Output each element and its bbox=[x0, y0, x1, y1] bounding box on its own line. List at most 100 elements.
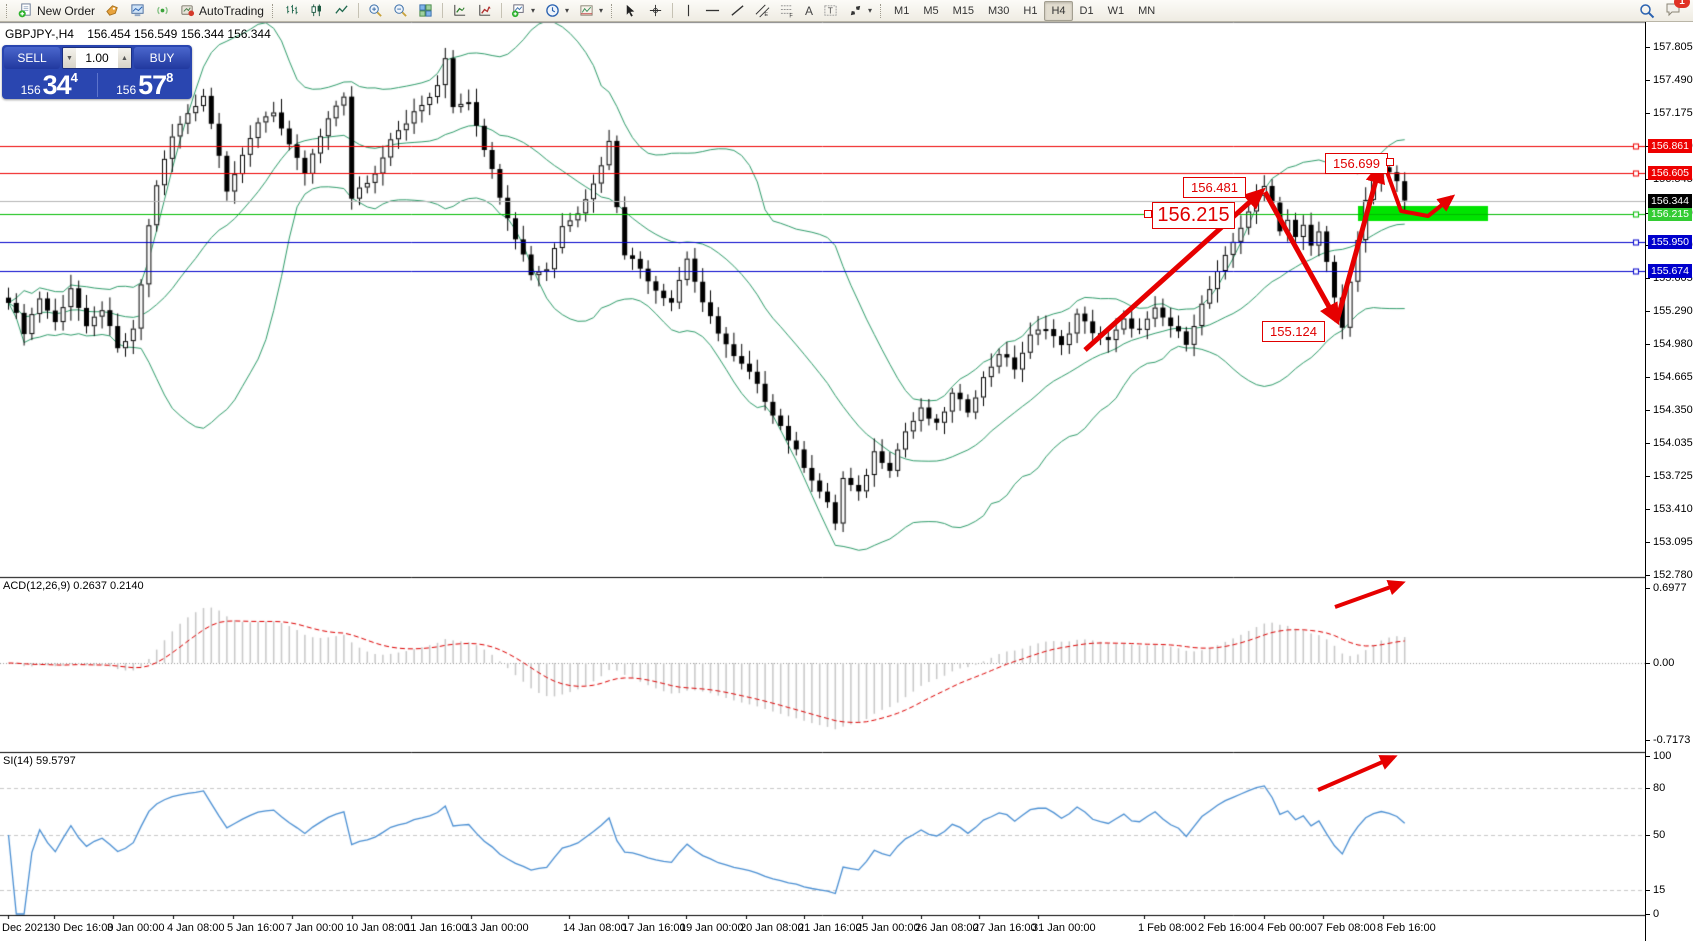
buy-price-main: 57 bbox=[138, 70, 167, 100]
time-axis[interactable]: Dec 2021 30 Dec 16:00 3 Jan 00:00 4 Jan 08:… bbox=[0, 919, 1645, 941]
volume-increase-button[interactable]: ▲ bbox=[118, 48, 131, 68]
trendline-tool-button[interactable] bbox=[725, 0, 750, 21]
svg-text:E: E bbox=[764, 12, 768, 18]
volume-decrease-button[interactable]: ▼ bbox=[63, 48, 76, 68]
sell-price-prefix: 156 bbox=[20, 83, 41, 97]
buy-button[interactable]: BUY bbox=[134, 47, 190, 69]
toolbar-drag-handle[interactable] bbox=[271, 3, 276, 18]
fibonacci-tool-button[interactable]: F bbox=[775, 0, 800, 21]
horizontal-line-tool-button[interactable] bbox=[700, 0, 725, 21]
web-terminal-button[interactable] bbox=[125, 0, 150, 21]
price-tick-label: 154.350 bbox=[1653, 404, 1693, 417]
cursor-icon bbox=[626, 4, 635, 17]
timeframe-MN[interactable]: MN bbox=[1138, 4, 1156, 17]
macd-tick-label: 0.6977 bbox=[1653, 581, 1687, 594]
time-axis-label: 19 Jan 00:00 bbox=[680, 922, 744, 934]
periods-button[interactable]: ▾ bbox=[540, 0, 574, 21]
new-order-button[interactable]: New Order bbox=[13, 0, 100, 21]
price-tick-mark bbox=[1646, 311, 1650, 313]
price-axis[interactable]: 157.805157.490157.175156.860156.545156.2… bbox=[1645, 22, 1693, 941]
toolbar-drag-handle[interactable] bbox=[880, 3, 884, 18]
price-annotation-box[interactable]: 156.481 bbox=[1183, 177, 1246, 198]
rsi-tick-label: 100 bbox=[1653, 750, 1672, 762]
cursor-tool-button[interactable] bbox=[618, 0, 643, 21]
price-tick-label: 155.290 bbox=[1653, 305, 1693, 318]
crosshair-tool-button[interactable] bbox=[643, 0, 668, 21]
new-chart-button[interactable]: ▾ bbox=[506, 0, 540, 21]
candlestick-icon bbox=[311, 4, 321, 17]
line-chart-mode-button[interactable] bbox=[329, 0, 354, 21]
text-icon: A bbox=[805, 3, 814, 18]
timeframe-M5[interactable]: M5 bbox=[923, 4, 939, 17]
current-price-badge: 156.344 bbox=[1648, 193, 1692, 208]
price-annotation-box[interactable]: 156.699 bbox=[1325, 153, 1388, 174]
text-tool-button[interactable]: A bbox=[800, 0, 818, 21]
price-annotation-box[interactable]: 155.124 bbox=[1262, 321, 1325, 342]
time-axis-label: 5 Jan 16:00 bbox=[227, 922, 285, 934]
new-order-icon bbox=[18, 3, 31, 18]
rsi-tick-label: 0 bbox=[1653, 908, 1660, 920]
price-tick-mark bbox=[1646, 47, 1650, 48]
price-annotation-box[interactable]: 156.215 bbox=[1152, 202, 1235, 229]
timeframe-W1[interactable]: W1 bbox=[1107, 4, 1125, 17]
search-icon[interactable] bbox=[1639, 3, 1655, 19]
sell-button[interactable]: SELL bbox=[4, 47, 60, 69]
time-axis-label: 1 Feb 08:00 bbox=[1138, 922, 1197, 934]
signals-button[interactable] bbox=[150, 0, 175, 21]
timeframe-M30[interactable]: M30 bbox=[988, 4, 1010, 17]
timeframe-D1[interactable]: D1 bbox=[1079, 4, 1094, 17]
price-tick-label: 157.490 bbox=[1653, 74, 1693, 87]
signal-icon bbox=[157, 6, 168, 15]
rsi-tick-mark bbox=[1646, 890, 1650, 892]
timeframe-H1[interactable]: H1 bbox=[1023, 4, 1038, 17]
fibonacci-icon: F bbox=[780, 5, 793, 18]
sell-price-display[interactable]: 156 34 4 bbox=[2, 71, 97, 99]
notifications-button[interactable]: 1 bbox=[1665, 0, 1690, 20]
time-axis-label: 21 Jan 16:00 bbox=[798, 922, 862, 934]
toolbar-drag-handle[interactable] bbox=[611, 3, 615, 18]
time-axis-label: Dec 2021 bbox=[2, 922, 50, 934]
sell-price-pip: 4 bbox=[70, 70, 78, 85]
price-tick-mark bbox=[1646, 410, 1650, 412]
timeframe-H4[interactable]: H4 bbox=[1044, 0, 1073, 21]
templates-button[interactable]: ▾ bbox=[574, 0, 608, 21]
rsi-tick-label: 50 bbox=[1653, 829, 1666, 841]
zoom-in-icon bbox=[369, 4, 382, 17]
chart-plot[interactable] bbox=[0, 22, 1645, 941]
volume-input[interactable] bbox=[76, 48, 118, 68]
autotrading-button[interactable]: AutoTrading bbox=[175, 0, 269, 21]
vertical-line-icon bbox=[687, 4, 690, 17]
line-chart-icon bbox=[335, 5, 348, 14]
price-tick-mark bbox=[1646, 80, 1650, 82]
text-label-tool-button[interactable]: T bbox=[818, 0, 843, 21]
vertical-line-tool-button[interactable] bbox=[677, 0, 700, 21]
time-axis-label: 27 Jan 16:00 bbox=[973, 922, 1037, 934]
toolbar-drag-handle[interactable] bbox=[6, 3, 10, 18]
arrows-tool-button[interactable]: ▾ bbox=[843, 0, 877, 21]
crosshair-icon bbox=[649, 4, 662, 17]
buy-price-display[interactable]: 156 57 8 bbox=[98, 71, 193, 99]
bar-chart-mode-button[interactable] bbox=[279, 0, 304, 21]
indicator-list-button[interactable] bbox=[472, 0, 497, 21]
indicator-add-button[interactable] bbox=[447, 0, 472, 21]
channel-tool-button[interactable]: E bbox=[750, 0, 775, 21]
time-axis-label: 7 Jan 00:00 bbox=[286, 922, 344, 934]
tile-windows-button[interactable] bbox=[413, 0, 438, 21]
time-axis-label: 4 Jan 08:00 bbox=[167, 922, 225, 934]
timeframe-M15[interactable]: M15 bbox=[952, 4, 974, 17]
svg-text:T: T bbox=[828, 5, 833, 15]
zoom-out-button[interactable] bbox=[388, 0, 413, 21]
template-icon bbox=[580, 5, 593, 16]
zoom-in-button[interactable] bbox=[363, 0, 388, 21]
time-axis-label: 2 Feb 16:00 bbox=[1198, 922, 1257, 934]
timeframe-M1[interactable]: M1 bbox=[894, 4, 910, 17]
price-tick-label: 152.780 bbox=[1653, 569, 1693, 582]
indicator-list-icon bbox=[479, 4, 491, 16]
macd-indicator-label: ACD(12,26,9) 0.2637 0.2140 bbox=[3, 580, 144, 592]
macd-tick-mark bbox=[1646, 587, 1650, 589]
price-tag-icon bbox=[106, 5, 118, 16]
candlestick-mode-button[interactable] bbox=[304, 0, 329, 21]
deposit-button[interactable] bbox=[100, 0, 125, 21]
horizontal-line-icon bbox=[705, 9, 720, 12]
